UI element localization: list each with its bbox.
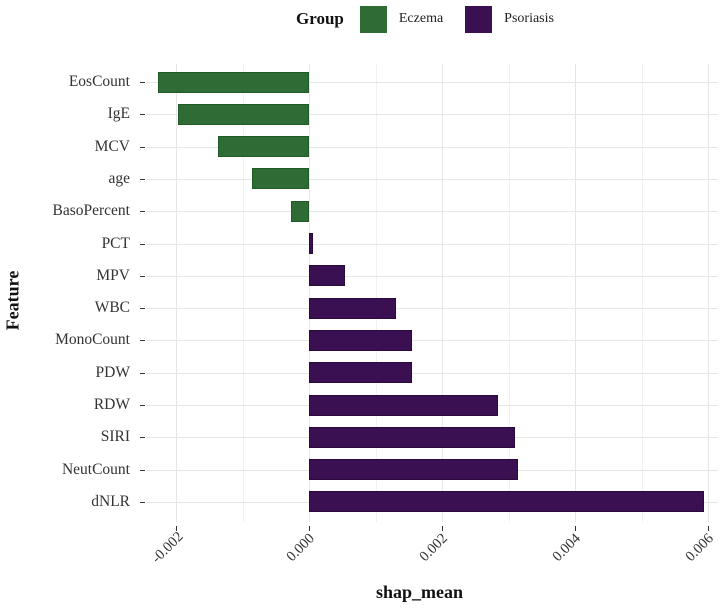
x-tick-mark <box>176 526 177 531</box>
x-tick-label: 0.002 <box>416 530 451 565</box>
y-tick-mark <box>140 275 145 277</box>
y-tick-mark <box>140 211 145 213</box>
gridline-vertical <box>575 64 576 522</box>
legend: Group Eczema Psoriasis <box>296 5 576 33</box>
y-tick-label: NeutCount <box>61 460 130 478</box>
y-tick-mark <box>140 469 145 471</box>
y-axis-title: Feature <box>2 270 23 331</box>
y-tick-mark <box>140 501 145 503</box>
gridline-horizontal <box>146 178 718 180</box>
y-tick-mark <box>140 437 145 439</box>
y-tick-label: EosCount <box>68 73 130 90</box>
y-tick-label: BasoPercent <box>52 202 130 220</box>
gridline-vertical <box>176 64 177 522</box>
bar-eoscount <box>158 71 309 93</box>
legend-swatch-psoriasis <box>465 5 493 33</box>
y-tick-mark <box>140 372 145 374</box>
y-tick-label: IgE <box>107 105 130 123</box>
bar-age <box>251 168 309 190</box>
y-tick-label: dNLR <box>91 492 130 510</box>
bar-rdw <box>309 394 498 416</box>
gridline-horizontal <box>146 308 718 310</box>
legend-label-psoriasis: Psoriasis <box>504 11 554 26</box>
bar-ige <box>177 103 309 125</box>
plot-area <box>146 64 718 522</box>
gridline-horizontal <box>146 146 718 148</box>
y-tick-label: RDW <box>93 396 130 413</box>
gridline-vertical <box>375 64 377 522</box>
legend-label-eczema: Eczema <box>398 11 444 26</box>
gridline-vertical <box>309 64 310 522</box>
y-tick-label: WBC <box>94 299 130 317</box>
bar-wbc <box>309 297 397 319</box>
x-tick-label: 0.006 <box>682 530 717 565</box>
y-tick-mark <box>140 114 145 116</box>
bar-pct <box>309 233 313 254</box>
y-tick-mark <box>140 243 145 245</box>
y-tick-label: SIRI <box>100 428 130 446</box>
y-tick-label: MPV <box>96 266 130 284</box>
bar-basopercent <box>291 200 309 222</box>
legend-title: Group <box>296 9 344 28</box>
bar-mcv <box>217 136 309 158</box>
gridline-vertical <box>641 64 643 522</box>
gridline-vertical <box>708 64 709 522</box>
y-tick-label: PCT <box>101 234 130 252</box>
bar-siri <box>309 426 516 448</box>
gridline-horizontal <box>146 275 718 277</box>
x-tick-label: -0.002 <box>148 528 187 567</box>
y-tick-mark <box>140 146 145 148</box>
y-tick-mark <box>140 82 145 83</box>
y-tick-label: PDW <box>95 363 130 381</box>
gridline-horizontal <box>146 114 718 116</box>
y-tick-mark <box>140 178 145 180</box>
y-tick-label: MonoCount <box>55 331 130 349</box>
gridline-horizontal <box>146 211 718 213</box>
y-tick-label: age <box>108 169 130 187</box>
bar-dnlr <box>309 491 704 513</box>
x-tick-label: 0.000 <box>283 530 318 565</box>
bar-neutcount <box>309 459 518 481</box>
bar-pdw <box>309 362 413 384</box>
gridline-horizontal <box>146 340 718 342</box>
y-tick-mark <box>140 405 145 406</box>
x-tick-mark <box>708 526 709 531</box>
gridline-horizontal <box>146 243 718 245</box>
x-tick-mark <box>442 526 443 531</box>
gridline-vertical <box>508 64 510 522</box>
legend-swatch-eczema <box>359 5 387 33</box>
y-tick-label: MCV <box>94 137 130 155</box>
y-tick-mark <box>140 340 145 342</box>
bar-monocount <box>309 329 413 351</box>
gridline-vertical <box>242 64 244 522</box>
x-tick-mark <box>309 526 310 531</box>
x-tick-label: 0.004 <box>549 530 584 565</box>
x-tick-mark <box>575 526 576 531</box>
gridline-vertical <box>442 64 443 522</box>
gridline-horizontal <box>146 82 718 83</box>
bar-mpv <box>309 265 345 287</box>
y-tick-mark <box>140 308 145 310</box>
x-axis-title: shap_mean <box>376 582 464 602</box>
gridline-horizontal <box>146 372 718 374</box>
